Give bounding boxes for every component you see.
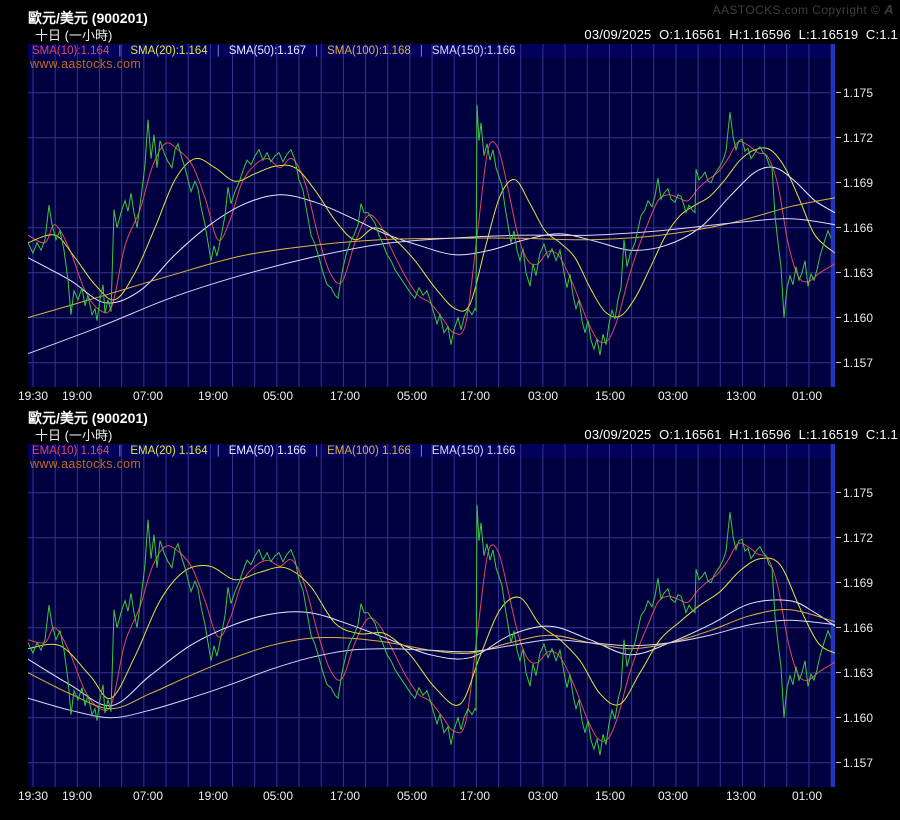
aastocks-logo-icon: A <box>884 2 894 17</box>
x-axis-tick-label: 19:00 <box>61 789 93 803</box>
x-axis-tick-label: 05:00 <box>396 389 428 403</box>
legend-item-ema-150: EMA(150) 1.166 <box>431 445 516 457</box>
y-tick-mark <box>836 137 841 139</box>
legend-item-sma-10: SMA(10):1.164 <box>32 45 110 57</box>
y-axis-tick-label: 1.166 <box>843 220 874 235</box>
legend-item-sma-20: SMA(20):1.164 <box>130 45 208 57</box>
legend-item-ema-20: EMA(20) 1.164 <box>130 445 208 457</box>
x-axis-tick-label: 17:00 <box>329 389 361 403</box>
legend-separator: | <box>315 445 319 457</box>
price-chart-svg <box>28 444 835 787</box>
y-tick-mark <box>836 627 841 629</box>
y-axis-tick-label: 1.157 <box>843 355 874 370</box>
watermark: www.aastocks.com <box>30 457 142 471</box>
x-axis-tick-label: 05:00 <box>262 789 294 803</box>
legend-item-sma-50: SMA(50):1.167 <box>228 45 307 57</box>
y-axis-tick-label: 1.166 <box>843 620 874 635</box>
x-axis-tick-label: 17:00 <box>459 389 491 403</box>
y-axis-tick-label: 1.160 <box>843 710 874 725</box>
ohlc-quote-line: 03/09/2025 O:1.16561 H:1.16596 L:1.16519… <box>584 427 898 442</box>
x-axis-tick-label: 01:00 <box>791 389 823 403</box>
y-axis-tick-label: 1.163 <box>843 265 874 280</box>
y-tick-mark <box>836 317 841 319</box>
y-tick-mark <box>836 272 841 274</box>
x-axis-tick-label: 19:00 <box>197 789 229 803</box>
y-tick-mark <box>836 492 841 494</box>
price-plot-area: EMA(10) 1.164 | EMA(20) 1.164 | EMA(50) 1.16… <box>28 444 835 787</box>
period-subtitle: 十日 (一小時) <box>35 428 113 443</box>
x-axis-tick-label: 05:00 <box>262 389 294 403</box>
legend-separator: | <box>216 445 220 457</box>
ohlc-quote-line: 03/09/2025 O:1.16561 H:1.16596 L:1.16519… <box>584 27 898 42</box>
copyright-text: AASTOCKS.com Copyright © <box>712 3 881 17</box>
sma-legend: SMA(10):1.164 | SMA(20):1.164 | SMA(50):1.16… <box>32 44 516 58</box>
y-axis-tick-label: 1.172 <box>843 530 874 545</box>
ema-legend: EMA(10) 1.164 | EMA(20) 1.164 | EMA(50) 1.16… <box>32 444 516 458</box>
y-axis-tick-label: 1.163 <box>843 665 874 680</box>
x-axis-tick-label: 03:00 <box>527 389 559 403</box>
x-axis-tick-label: 03:00 <box>657 789 689 803</box>
y-axis-tick-label: 1.175 <box>843 85 874 100</box>
x-axis-tick-label: 19:30 <box>17 789 49 803</box>
legend-separator: | <box>118 445 122 457</box>
watermark: www.aastocks.com <box>30 57 142 71</box>
x-axis-tick-label: 17:00 <box>459 789 491 803</box>
ema-chart-panel: 歐元/美元 (900201) 十日 (一小時) 03/09/2025 O:1.1… <box>0 400 900 810</box>
y-axis-tick-label: 1.175 <box>843 485 874 500</box>
y-axis-tick-label: 1.169 <box>843 575 874 590</box>
x-axis-tick-label: 13:00 <box>725 389 757 403</box>
x-axis-tick-label: 19:00 <box>61 389 93 403</box>
x-axis-tick-label: 13:00 <box>725 789 757 803</box>
y-tick-mark <box>836 672 841 674</box>
y-tick-mark <box>836 227 841 229</box>
y-axis-tick-label: 1.157 <box>843 755 874 770</box>
x-axis-tick-label: 03:00 <box>527 789 559 803</box>
y-axis-tick-label: 1.169 <box>843 175 874 190</box>
y-tick-mark <box>836 762 841 764</box>
legend-separator: | <box>419 45 423 57</box>
y-tick-mark <box>836 182 841 184</box>
x-axis-tick-label: 07:00 <box>132 789 164 803</box>
x-axis-tick-label: 05:00 <box>396 789 428 803</box>
x-axis-tick-label: 17:00 <box>329 789 361 803</box>
legend-separator: | <box>419 445 423 457</box>
y-tick-mark <box>836 92 841 94</box>
legend-item-ema-50: EMA(50) 1.166 <box>228 445 307 457</box>
x-axis-tick-label: 19:00 <box>197 389 229 403</box>
instrument-title: 歐元/美元 (900201) <box>28 10 148 26</box>
legend-separator: | <box>315 45 319 57</box>
x-axis-tick-label: 03:00 <box>657 389 689 403</box>
legend-separator: | <box>118 45 122 57</box>
x-axis-tick-label: 01:00 <box>791 789 823 803</box>
y-axis-tick-label: 1.160 <box>843 310 874 325</box>
y-axis-tick-label: 1.172 <box>843 130 874 145</box>
x-axis-tick-label: 19:30 <box>17 389 49 403</box>
legend-separator: | <box>216 45 220 57</box>
y-tick-mark <box>836 362 841 364</box>
price-chart-svg <box>28 44 835 387</box>
instrument-title: 歐元/美元 (900201) <box>28 410 148 426</box>
sma-chart-panel: 歐元/美元 (900201) 十日 (一小時) 03/09/2025 O:1.1… <box>17 10 898 403</box>
x-axis-tick-label: 07:00 <box>132 389 164 403</box>
legend-item-ema-10: EMA(10) 1.164 <box>32 445 110 457</box>
legend-item-sma-150: SMA(150):1.166 <box>431 45 516 57</box>
y-tick-mark <box>836 717 841 719</box>
period-subtitle: 十日 (一小時) <box>35 28 113 43</box>
copyright-notice: AASTOCKS.com Copyright © A <box>713 2 894 17</box>
x-axis-tick-label: 15:00 <box>594 789 626 803</box>
legend-item-sma-100: SMA(100):1.168 <box>327 45 411 57</box>
y-tick-mark <box>836 582 841 584</box>
price-plot-area: SMA(10):1.164 | SMA(20):1.164 | SMA(50):1.16… <box>28 44 835 387</box>
legend-item-ema-100: EMA(100) 1.166 <box>327 445 411 457</box>
x-axis-tick-label: 15:00 <box>594 389 626 403</box>
y-tick-mark <box>836 537 841 539</box>
